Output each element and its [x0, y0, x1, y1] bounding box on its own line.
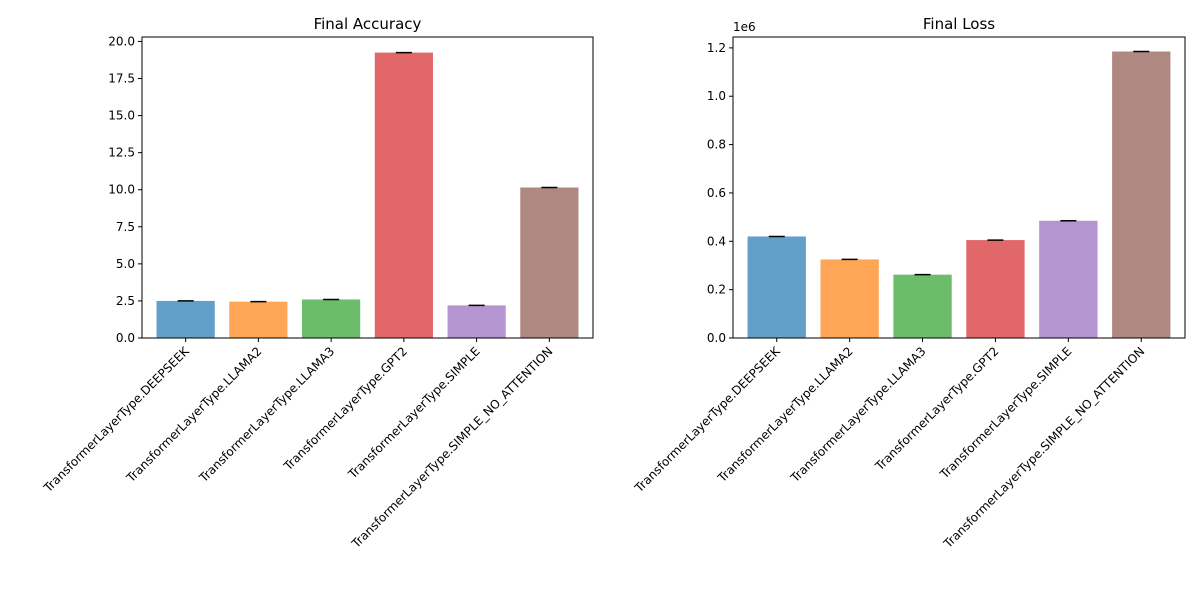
bar-1 [820, 259, 879, 338]
x-tick-label-1: TransformerLayerType.LLAMA2 [123, 344, 264, 485]
y-tick-label-5: 12.5 [108, 146, 135, 160]
y-tick-label-2: 0.4 [707, 234, 726, 248]
y-offset-label: 1e6 [733, 20, 756, 34]
bar-4 [1039, 220, 1098, 338]
bar-5 [520, 187, 579, 338]
bar-3 [966, 240, 1025, 338]
bar-2 [302, 299, 361, 338]
y-tick-label-5: 1.0 [707, 89, 726, 103]
accuracy-chart: TransformerLayerType.DEEPSEEKTransformer… [40, 15, 594, 551]
y-tick-label-7: 17.5 [108, 72, 135, 86]
x-tick-label-2: TransformerLayerType.LLAMA3 [196, 344, 337, 485]
y-tick-label-0: 0.0 [116, 331, 135, 345]
bar-3 [374, 52, 433, 338]
x-tick-label-0: TransformerLayerType.DEEPSEEK [40, 343, 192, 495]
loss-chart: TransformerLayerType.DEEPSEEKTransformer… [631, 15, 1186, 551]
axes-frame [732, 36, 1186, 339]
bar-1 [229, 301, 288, 338]
y-tick-label-6: 1.2 [707, 41, 726, 55]
bar-4 [447, 305, 506, 338]
y-tick-label-6: 15.0 [108, 109, 135, 123]
bar-0 [747, 236, 806, 338]
y-tick-label-2: 5.0 [116, 257, 135, 271]
bar-2 [893, 274, 952, 338]
chart-title: Final Loss [923, 15, 995, 33]
x-tick-label-1: TransformerLayerType.LLAMA2 [714, 344, 855, 485]
x-tick-label-3: TransformerLayerType.GPT2 [280, 344, 410, 474]
y-tick-label-8: 20.0 [108, 34, 135, 48]
y-tick-label-1: 0.2 [707, 283, 726, 297]
x-tick-label-2: TransformerLayerType.LLAMA3 [787, 344, 928, 485]
x-tick-label-3: TransformerLayerType.GPT2 [872, 344, 1002, 474]
y-tick-label-0: 0.0 [707, 331, 726, 345]
y-tick-label-3: 0.6 [707, 186, 726, 200]
bar-0 [156, 300, 215, 338]
x-tick-label-4: TransformerLayerType.SIMPLE [345, 344, 483, 482]
y-tick-label-4: 0.8 [707, 138, 726, 152]
chart-title: Final Accuracy [314, 15, 422, 33]
y-tick-label-1: 2.5 [116, 294, 135, 308]
bar-5 [1112, 51, 1171, 338]
x-tick-label-0: TransformerLayerType.DEEPSEEK [631, 343, 783, 495]
x-tick-label-4: TransformerLayerType.SIMPLE [937, 344, 1075, 482]
y-tick-label-3: 7.5 [116, 220, 135, 234]
y-tick-label-4: 10.0 [108, 183, 135, 197]
axes-frame [141, 36, 594, 339]
